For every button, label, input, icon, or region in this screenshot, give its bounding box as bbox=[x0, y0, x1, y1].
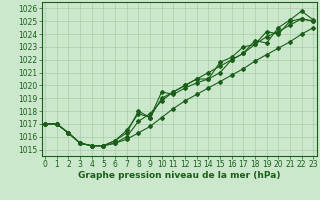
X-axis label: Graphe pression niveau de la mer (hPa): Graphe pression niveau de la mer (hPa) bbox=[78, 171, 280, 180]
